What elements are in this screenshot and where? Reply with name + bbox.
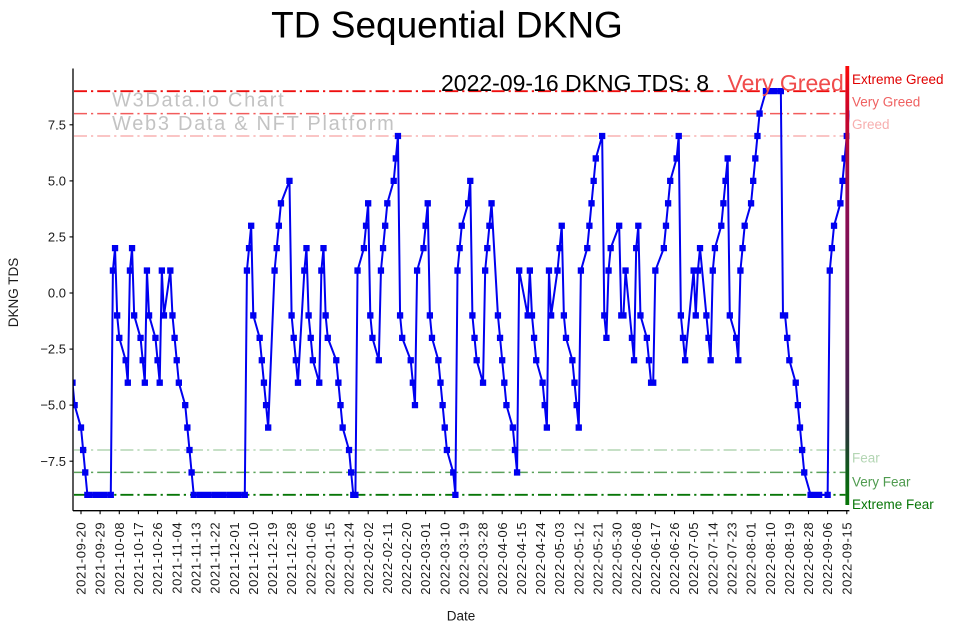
svg-text:−2.5: −2.5 xyxy=(40,342,66,357)
svg-text:2022-01-15: 2022-01-15 xyxy=(323,522,338,595)
svg-text:2022-08-10: 2022-08-10 xyxy=(763,522,778,595)
svg-text:2022-07-14: 2022-07-14 xyxy=(705,522,720,595)
svg-text:2022-05-03: 2022-05-03 xyxy=(552,522,567,595)
svg-text:2022-05-12: 2022-05-12 xyxy=(571,522,586,595)
svg-text:Web3 Data & NFT Platform: Web3 Data & NFT Platform xyxy=(112,113,395,135)
svg-text:DKNG TDS: DKNG TDS xyxy=(6,258,21,328)
svg-text:−5.0: −5.0 xyxy=(40,398,66,413)
svg-text:2022-05-30: 2022-05-30 xyxy=(610,522,625,595)
svg-text:2022-07-23: 2022-07-23 xyxy=(725,522,740,595)
svg-text:2021-12-10: 2021-12-10 xyxy=(246,522,261,595)
svg-text:2022-06-26: 2022-06-26 xyxy=(667,522,682,595)
svg-text:Extreme Greed: Extreme Greed xyxy=(852,72,944,87)
svg-text:2022-01-06: 2022-01-06 xyxy=(303,522,318,595)
svg-text:Extreme Fear: Extreme Fear xyxy=(852,497,934,512)
svg-text:Very Fear: Very Fear xyxy=(852,475,911,490)
svg-text:2022-02-11: 2022-02-11 xyxy=(380,522,395,594)
svg-text:2022-02-02: 2022-02-02 xyxy=(361,522,376,595)
svg-text:Date: Date xyxy=(447,609,476,624)
svg-text:2022-06-17: 2022-06-17 xyxy=(648,522,663,595)
svg-text:W3Data.io Chart: W3Data.io Chart xyxy=(112,90,285,112)
svg-text:TD Sequential DKNG: TD Sequential DKNG xyxy=(271,5,623,46)
svg-text:2022-08-28: 2022-08-28 xyxy=(801,522,816,595)
svg-text:Greed: Greed xyxy=(852,117,890,132)
svg-text:2022-03-19: 2022-03-19 xyxy=(457,522,472,595)
svg-text:2021-10-17: 2021-10-17 xyxy=(131,522,146,595)
svg-text:2022-08-19: 2022-08-19 xyxy=(782,522,797,595)
svg-text:Very Greed: Very Greed xyxy=(852,95,920,110)
svg-text:2022-04-06: 2022-04-06 xyxy=(495,522,510,595)
svg-text:7.5: 7.5 xyxy=(48,117,66,132)
svg-text:2022-03-10: 2022-03-10 xyxy=(437,522,452,595)
svg-text:2022-02-20: 2022-02-20 xyxy=(399,522,414,595)
svg-text:2021-10-26: 2021-10-26 xyxy=(150,522,165,595)
svg-text:2021-12-28: 2021-12-28 xyxy=(284,522,299,595)
svg-text:2.5: 2.5 xyxy=(48,230,66,245)
svg-text:2022-07-05: 2022-07-05 xyxy=(686,522,701,595)
svg-text:2021-12-19: 2021-12-19 xyxy=(265,522,280,595)
svg-text:2021-10-08: 2021-10-08 xyxy=(112,522,127,595)
svg-text:2022-03-01: 2022-03-01 xyxy=(418,522,433,595)
svg-text:2022-06-08: 2022-06-08 xyxy=(629,522,644,595)
svg-text:2021-09-29: 2021-09-29 xyxy=(93,522,108,595)
svg-text:Very Greed: Very Greed xyxy=(728,70,844,96)
svg-text:2022-09-06: 2022-09-06 xyxy=(820,522,835,595)
svg-text:2022-04-15: 2022-04-15 xyxy=(514,522,529,595)
svg-text:2022-04-24: 2022-04-24 xyxy=(533,522,548,595)
svg-text:Fear: Fear xyxy=(852,451,880,466)
svg-text:5.0: 5.0 xyxy=(48,174,66,189)
svg-text:2021-11-22: 2021-11-22 xyxy=(208,522,223,594)
svg-text:2021-11-04: 2021-11-04 xyxy=(169,522,184,594)
svg-text:2021-09-20: 2021-09-20 xyxy=(74,522,89,595)
svg-text:−7.5: −7.5 xyxy=(40,454,66,469)
svg-text:2022-08-01: 2022-08-01 xyxy=(744,522,759,595)
svg-text:2021-12-01: 2021-12-01 xyxy=(227,522,242,595)
svg-text:2021-11-13: 2021-11-13 xyxy=(189,522,204,594)
svg-text:2022-05-21: 2022-05-21 xyxy=(591,522,606,595)
svg-text:2022-09-16 DKNG TDS: 8: 2022-09-16 DKNG TDS: 8 xyxy=(441,70,709,96)
svg-text:2022-03-28: 2022-03-28 xyxy=(476,522,491,595)
svg-text:0.0: 0.0 xyxy=(48,286,66,301)
svg-text:2022-01-24: 2022-01-24 xyxy=(342,522,357,595)
svg-text:2022-09-15: 2022-09-15 xyxy=(839,522,854,595)
